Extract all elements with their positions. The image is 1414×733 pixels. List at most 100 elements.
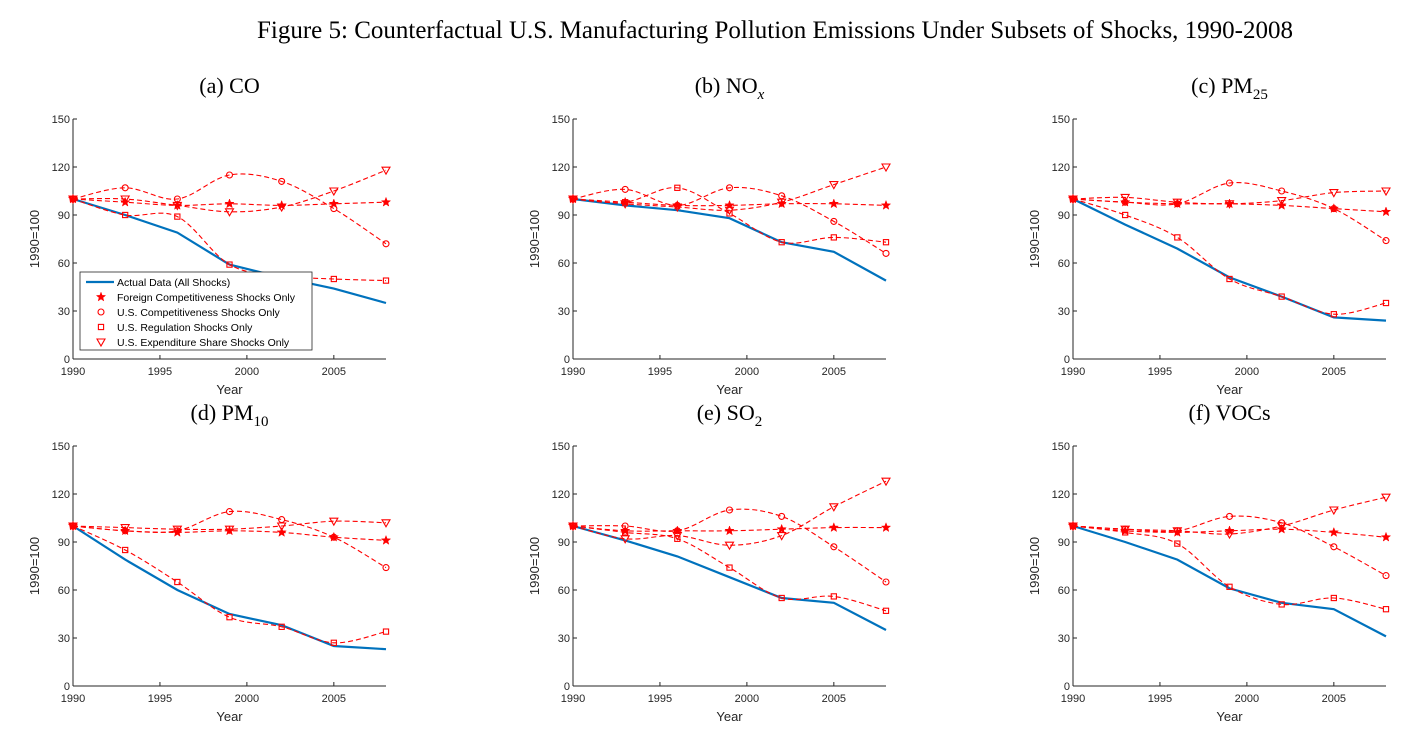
y-tick-label: 60 <box>558 258 570 270</box>
series-circle <box>569 506 890 586</box>
data-point-triangle <box>620 200 631 209</box>
x-axis-label: Year <box>716 709 743 724</box>
panel-title-main: VOCs <box>1216 400 1271 425</box>
y-tick-label: 0 <box>1064 681 1070 693</box>
legend-entry: U.S. Regulation Shocks Only <box>97 322 253 334</box>
y-axis-label: 1990=100 <box>1027 210 1042 268</box>
legend-label: Foreign Competitiveness Shocks Only <box>117 292 296 304</box>
y-tick-label: 90 <box>58 537 70 549</box>
x-tick-label: 2005 <box>822 366 846 378</box>
data-point-circle <box>1382 572 1390 580</box>
chart-panel-3: (c) PM25 0 30 60 90 120 150 1990 1995 2000 2005 Yea… <box>1027 73 1392 397</box>
series-line-square <box>572 525 887 612</box>
data-point-triangle <box>672 532 683 541</box>
legend-triangle-icon <box>96 338 106 348</box>
y-tick-label: 30 <box>58 306 70 318</box>
panel-title-sub: 2 <box>755 414 763 430</box>
data-point-triangle <box>1328 506 1339 516</box>
data-point-triangle <box>568 522 578 532</box>
x-tick-label: 2005 <box>322 693 346 705</box>
data-point-square <box>330 275 337 283</box>
data-point-square <box>778 594 785 602</box>
y-tick-label: 90 <box>558 210 570 222</box>
panel-title-sub: 10 <box>253 414 268 430</box>
data-point-star <box>1328 526 1340 537</box>
data-point-triangle <box>1381 493 1391 503</box>
y-tick-label: 0 <box>564 354 570 366</box>
series-square <box>569 522 890 614</box>
data-point-triangle <box>1224 530 1235 540</box>
data-point-square <box>330 639 337 646</box>
data-point-square <box>226 261 233 268</box>
data-point-square <box>122 211 129 219</box>
data-point-circle <box>830 543 838 551</box>
data-point-square <box>1122 529 1129 536</box>
series-triangle <box>568 477 891 551</box>
y-tick-label: 90 <box>1058 210 1070 222</box>
y-tick-label: 120 <box>52 162 70 174</box>
panel-title: (d) PM10 <box>191 400 269 430</box>
legend-entry: Actual Data (All Shocks) <box>86 277 230 289</box>
data-point-circle <box>1278 187 1286 195</box>
data-point-triangle <box>1172 198 1183 208</box>
data-point-triangle <box>381 519 391 528</box>
y-tick-label: 0 <box>64 354 70 366</box>
series-line-circle <box>1072 515 1387 577</box>
data-point-triangle <box>776 532 787 541</box>
y-tick-label: 150 <box>52 441 70 453</box>
data-point-triangle <box>328 187 339 197</box>
x-tick-label: 1995 <box>1148 366 1172 378</box>
series-circle <box>69 171 390 248</box>
y-tick-label: 150 <box>1052 114 1070 126</box>
legend-circle-icon <box>97 308 105 316</box>
legend-square-icon <box>97 323 105 331</box>
x-tick-label: 1990 <box>561 366 585 378</box>
data-point-triangle <box>724 206 735 216</box>
data-point-triangle <box>224 208 235 217</box>
data-point-star <box>828 522 840 533</box>
data-point-square <box>122 546 129 554</box>
series-triangle <box>1068 187 1391 209</box>
panel-label: (c) <box>1191 73 1221 98</box>
y-tick-label: 60 <box>558 585 570 597</box>
series-square <box>1069 195 1390 318</box>
chart-panel-4: (d) PM10 0 30 60 90 120 150 1990 1995 2000 2005 Yea… <box>27 400 392 724</box>
series-star <box>67 193 392 210</box>
y-axis-label: 1990=100 <box>27 210 42 268</box>
y-axis-label: 1990=100 <box>527 537 542 595</box>
data-point-square <box>278 623 285 630</box>
data-point-triangle <box>568 195 578 205</box>
y-tick-label: 150 <box>52 114 70 126</box>
panel-title-main: PM <box>222 400 254 425</box>
data-point-square <box>1330 594 1337 602</box>
series-line-actual <box>572 197 887 282</box>
data-point-circle <box>1121 198 1129 206</box>
x-tick-label: 1995 <box>148 693 172 705</box>
data-point-circle <box>882 249 890 257</box>
y-tick-label: 60 <box>58 585 70 597</box>
data-point-triangle <box>120 195 131 205</box>
data-point-triangle <box>1068 195 1078 205</box>
data-point-triangle <box>1381 187 1391 197</box>
data-point-circle <box>830 217 838 225</box>
data-point-circle <box>1225 512 1234 520</box>
data-point-square <box>726 210 733 217</box>
data-point-triangle <box>172 201 183 211</box>
data-point-triangle <box>828 503 839 512</box>
data-point-triangle <box>1068 522 1078 532</box>
data-point-star <box>276 526 287 537</box>
data-point-circle <box>1382 237 1390 245</box>
data-point-circle <box>1225 179 1234 187</box>
data-point-triangle <box>172 525 183 535</box>
series-line-actual <box>1072 524 1387 638</box>
panel-title-sub: 25 <box>1253 87 1268 103</box>
data-point-square <box>1278 293 1285 300</box>
x-axis-label: Year <box>1216 382 1243 397</box>
data-point-triangle <box>276 522 287 532</box>
series-line-triangle <box>1072 496 1387 535</box>
data-point-circle <box>121 184 129 192</box>
data-point-circle <box>621 522 629 530</box>
y-tick-label: 30 <box>558 306 570 318</box>
data-point-square <box>1226 583 1233 590</box>
